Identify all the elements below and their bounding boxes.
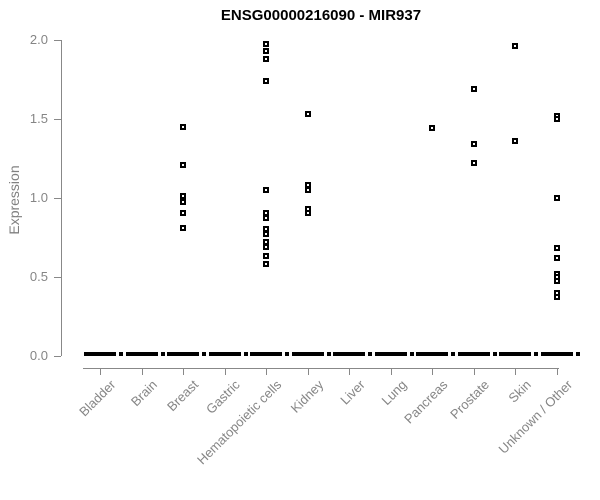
data-point [263,261,269,267]
x-tick-label: Kidney [287,377,327,416]
data-point [263,48,269,54]
data-point [263,253,269,259]
y-tick [54,198,61,199]
data-point [512,138,518,144]
x-tick-label: Breast [164,377,202,415]
data-point [263,78,269,84]
data-point [263,56,269,62]
x-tick-label: Lung [378,377,410,409]
x-tick [225,368,226,375]
x-tick [474,368,475,375]
zero-points-bar [126,352,158,356]
y-tick-label: 0.0 [29,348,48,363]
x-tick [391,368,392,375]
data-point [180,162,186,168]
y-tick-label: 0.5 [29,269,48,284]
zero-points-bar [541,352,573,356]
data-point [180,199,186,205]
zero-points-dash [327,352,331,356]
y-axis-line [61,40,62,356]
data-point [263,41,269,47]
y-tick [54,40,61,41]
y-tick-label: 1.0 [29,190,48,205]
data-point [180,193,186,199]
data-point [305,210,311,216]
data-point [554,245,560,251]
data-point [305,187,311,193]
x-tick-label: Brain [128,377,161,410]
zero-points-bar [416,352,448,356]
data-point [429,125,435,131]
data-point [471,160,477,166]
x-tick-label: Gastric [203,377,244,417]
data-point [305,111,311,117]
zero-points-dash [451,352,455,356]
zero-points-dash [119,352,123,356]
zero-points-bar [292,352,324,356]
x-tick-label: Skin [505,377,534,406]
zero-points-bar [209,352,241,356]
zero-points-bar [333,352,365,356]
data-point [471,141,477,147]
data-point [471,86,477,92]
zero-points-bar [250,352,282,356]
y-tick [54,356,61,357]
y-tick [54,119,61,120]
y-tick-label: 1.5 [29,111,48,126]
data-point [512,43,518,49]
chart-title: ENSG00000216090 - MIR937 [220,7,422,24]
data-point [554,195,560,201]
data-point [263,215,269,221]
x-tick-label: Liver [337,377,368,408]
data-point [554,255,560,261]
zero-points-dash [410,352,414,356]
x-tick [142,368,143,375]
x-tick-label: Pancreas [401,377,451,427]
zero-points-bar [499,352,531,356]
zero-points-bar [375,352,407,356]
zero-points-dash [576,352,580,356]
y-tick-label: 2.0 [29,32,48,47]
x-axis-line [83,368,559,369]
x-tick-label: Unknown / Other [495,377,576,457]
zero-points-dash [493,352,497,356]
x-tick [515,368,516,375]
data-point [554,116,560,122]
data-point [554,294,560,300]
zero-points-dash [534,352,538,356]
data-point [180,210,186,216]
zero-points-dash [202,352,206,356]
x-tick [557,368,558,375]
x-tick [432,368,433,375]
zero-points-bar [84,352,116,356]
x-tick [349,368,350,375]
x-tick-label: Prostate [447,377,493,422]
zero-points-dash [368,352,372,356]
x-tick [183,368,184,375]
y-tick [54,277,61,278]
x-tick [100,368,101,375]
zero-points-bar [458,352,490,356]
data-point [180,124,186,130]
data-point [554,278,560,284]
data-point [180,225,186,231]
x-tick-label: Bladder [76,377,119,420]
zero-points-dash [285,352,289,356]
data-point [263,231,269,237]
zero-points-dash [244,352,248,356]
zero-points-dash [161,352,165,356]
x-tick [266,368,267,375]
data-point [263,187,269,193]
data-point [263,244,269,250]
zero-points-bar [167,352,199,356]
x-tick [308,368,309,375]
